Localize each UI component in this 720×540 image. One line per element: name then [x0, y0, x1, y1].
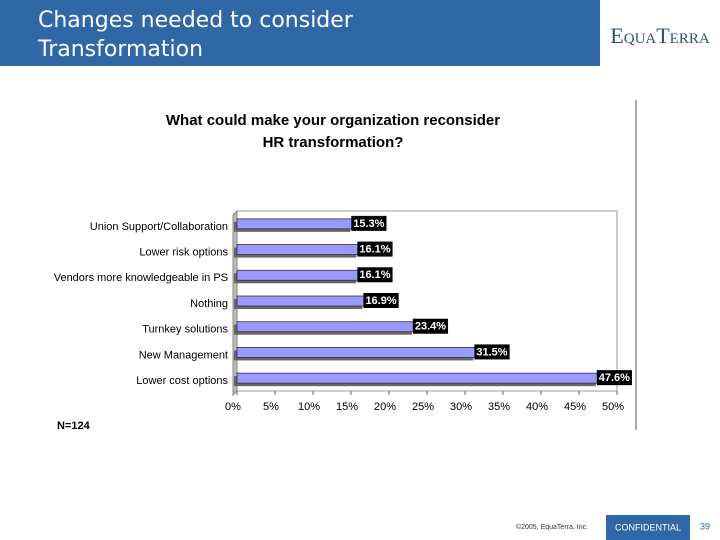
- bar: [236, 218, 354, 230]
- x-tick-label: 40%: [526, 401, 548, 413]
- chart-title: What could make your organization recons…: [166, 112, 500, 129]
- bar: [236, 372, 600, 384]
- value-label: 15.3%: [353, 218, 384, 230]
- bar: [236, 244, 360, 255]
- y-tick-label: Turnkey solutions: [142, 324, 228, 336]
- y-tick-label: Vendors more knowledgeable in PS: [54, 272, 228, 284]
- confidential: CONFIDENTIAL: [615, 522, 681, 532]
- x-tick-label: 45%: [564, 401, 586, 413]
- value-label: 31.5%: [476, 346, 507, 358]
- x-tick-label: 35%: [488, 401, 510, 413]
- confidential-box: [606, 515, 690, 540]
- value-label: 23.4%: [415, 321, 446, 333]
- bar: [236, 295, 366, 307]
- value-label: 16.1%: [359, 269, 390, 281]
- value-label-bg: [357, 241, 393, 257]
- sample-size: N=124: [57, 420, 91, 432]
- y-tick-label: Nothing: [190, 298, 228, 310]
- value-label-bg: [412, 318, 449, 334]
- page-number: 39: [700, 521, 710, 531]
- bar: [236, 347, 477, 358]
- bar: [236, 321, 416, 333]
- y-tick-label: New Management: [139, 349, 228, 361]
- y-tick-label: Lower cost options: [136, 375, 228, 387]
- y-tick-label: Lower risk options: [139, 246, 228, 258]
- slide-title: Changes needed to consider: [38, 8, 354, 33]
- logo: EquaTerra: [610, 23, 710, 48]
- chart-title: HR transformation?: [263, 134, 404, 151]
- value-label-bg: [363, 293, 399, 308]
- x-tick-label: 0%: [225, 401, 241, 413]
- plot: 0% 5% 10% 15% 20% 25% 30% 35% 40% 45% 50% Union Sup…: [54, 209, 632, 413]
- x-tick-label: 30%: [450, 401, 472, 413]
- value-label: 16.9%: [365, 295, 396, 307]
- x-tick-label: 50%: [602, 401, 624, 413]
- x-tick-label: 15%: [336, 401, 358, 413]
- value-label-bg: [351, 215, 387, 231]
- value-label-bg: [357, 267, 393, 283]
- y-tick-label: Union Support/Collaboration: [90, 221, 228, 233]
- bar: [236, 269, 360, 281]
- slide-title: Transformation: [37, 37, 203, 62]
- value-label: 47.6%: [599, 372, 630, 384]
- copyright: ©2005, EquaTerra, Inc.: [516, 523, 588, 531]
- x-tick-label: 25%: [412, 401, 434, 413]
- value-label: 16.1%: [359, 243, 390, 255]
- x-tick-label: 5%: [263, 401, 279, 413]
- x-tick-label: 20%: [374, 401, 396, 413]
- x-tick-label: 10%: [298, 401, 320, 413]
- header-band: [0, 0, 600, 66]
- value-label-bg: [596, 370, 632, 386]
- value-label-bg: [474, 344, 510, 360]
